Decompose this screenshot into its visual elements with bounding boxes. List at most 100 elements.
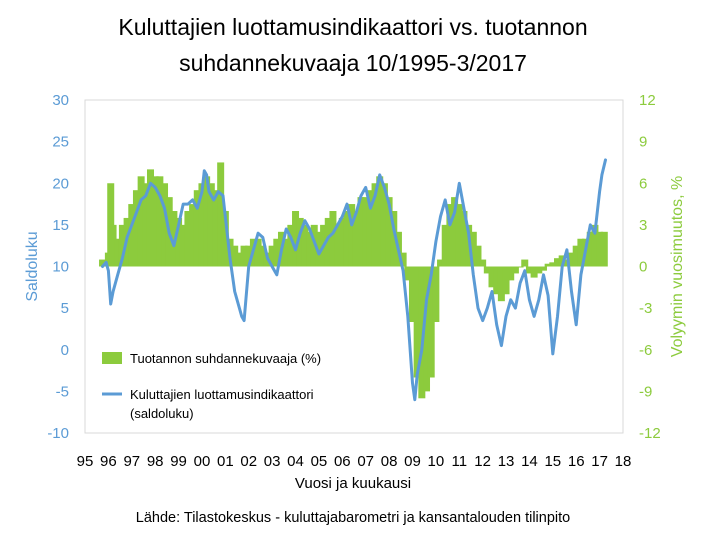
bar-98 [554,258,562,267]
bar-18 [179,224,187,267]
bar-11 [146,169,154,267]
bar-99 [558,255,566,267]
bar-17 [175,217,183,267]
x-tick-11: 06 [334,453,351,470]
x-tick-3: 98 [147,453,164,470]
bar-16 [170,211,178,267]
bar-20 [189,204,197,267]
bar-47 [315,231,323,267]
x-tick-23: 18 [615,453,632,470]
x-tick-5: 00 [194,453,211,470]
bar-24 [207,183,215,267]
bar-70 [423,266,431,392]
bar-43 [296,217,304,267]
bar-42 [292,211,300,267]
bar-21 [193,190,201,267]
bar-22 [198,183,206,267]
bar-60 [376,176,384,267]
bar-55 [352,211,360,267]
series-line-confidence [101,158,607,402]
x-tick-6: 01 [217,453,234,470]
bar-0 [99,259,107,267]
bar-41 [287,224,295,267]
x-tick-14: 09 [404,453,421,470]
bar-9 [137,176,145,267]
bar-76 [451,197,459,267]
bar-80 [469,231,477,267]
bar-44 [301,224,309,267]
bar-10 [142,183,150,267]
bar-8 [132,190,140,267]
bar-34 [254,238,262,267]
bar-94 [535,266,543,274]
bar-82 [479,259,487,267]
bar-37 [268,245,276,267]
bar-25 [212,190,220,267]
bar-106 [591,224,599,267]
y-right-tick-2: -6 [639,342,652,359]
y-right-tick-4: 0 [639,259,647,276]
bar-62 [385,197,393,267]
bar-53 [343,211,351,267]
x-tick-7: 02 [240,453,257,470]
y-left-tick-6: 20 [52,175,69,192]
bar-105 [586,231,594,267]
y-left-tick-0: -10 [47,425,69,442]
x-tick-10: 05 [311,453,328,470]
bar-85 [493,266,501,295]
bar-63 [390,211,398,267]
bar-30 [235,252,243,267]
y-left-tick-2: 0 [61,342,69,359]
source-note: Lähde: Tilastokeskus - kuluttajabarometr… [135,510,571,526]
y-right-tick-1: -9 [639,383,652,400]
legend-swatch-bars [102,352,122,364]
y-right-tick-3: -3 [639,300,652,317]
chart-title-line2: suhdannekuvaaja 10/1995-3/2017 [179,50,527,76]
x-tick-18: 13 [498,453,515,470]
bar-77 [455,204,463,267]
legend-label-line-2: (saldoluku) [130,406,194,421]
x-tick-4: 99 [170,453,187,470]
bar-35 [259,245,267,267]
x-tick-21: 16 [568,453,585,470]
bar-92 [525,266,533,274]
bar-83 [483,266,491,274]
x-tick-17: 12 [474,453,491,470]
bar-27 [221,211,229,267]
bar-4 [114,238,122,267]
bar-72 [432,266,440,322]
bar-50 [329,211,337,267]
bar-87 [502,266,510,295]
x-tick-0: 95 [77,453,94,470]
bar-49 [324,217,332,267]
bar-86 [497,266,505,302]
x-axis-label: Vuosi ja kuukausi [294,475,412,492]
y-right-tick-8: 12 [639,92,656,109]
y-right-tick-0: -12 [639,425,661,442]
x-tick-1: 96 [100,453,117,470]
chart-title-line1: Kuluttajien luottamusindikaattori vs. tu… [118,14,588,40]
y-left-tick-3: 5 [61,300,69,317]
bar-97 [549,262,557,267]
bar-59 [371,183,379,267]
bar-32 [245,245,253,267]
bar-14 [161,183,169,267]
bar-93 [530,266,538,278]
bar-91 [521,259,529,267]
bar-107 [596,231,604,267]
bar-40 [282,238,290,267]
bar-90 [516,266,524,268]
y-left-tick-8: 30 [52,92,69,109]
x-tick-16: 11 [451,453,467,470]
bar-102 [572,245,580,267]
bar-68 [413,266,421,378]
bar-57 [362,197,370,267]
bar-45 [306,231,314,267]
bar-101 [568,252,576,267]
y-left-tick-7: 25 [52,134,69,151]
bar-51 [334,224,342,267]
x-tick-12: 07 [357,453,374,470]
bar-31 [240,245,248,267]
x-tick-2: 97 [123,453,140,470]
bar-88 [507,266,515,281]
